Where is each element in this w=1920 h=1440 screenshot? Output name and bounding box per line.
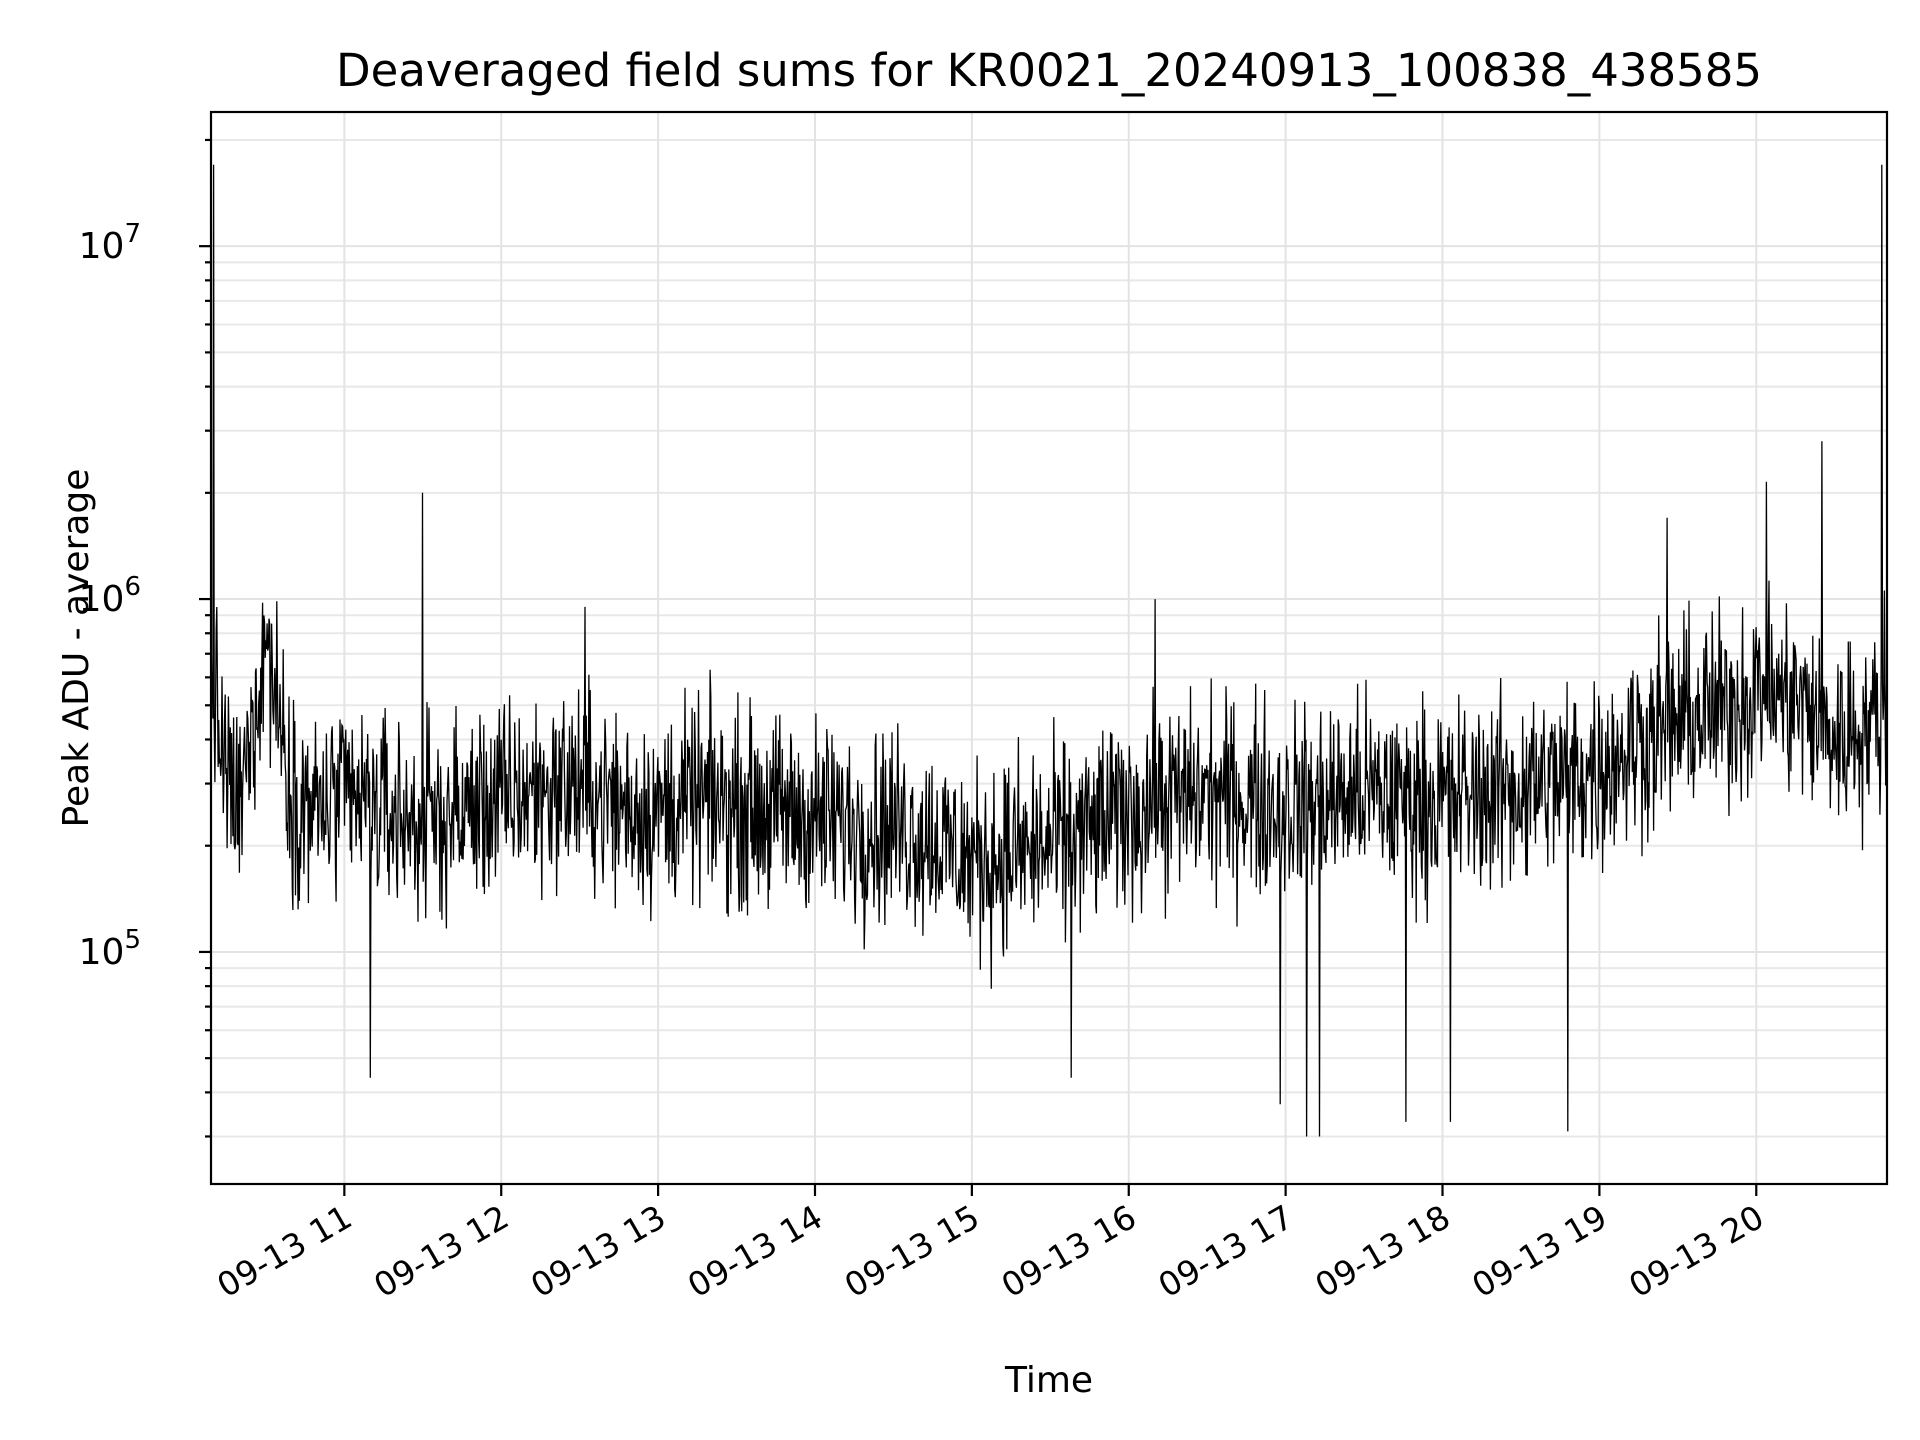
x-tick-label: 09-13 16 [995,1197,1143,1305]
chart-title: Deaveraged field sums for KR0021_2024091… [336,44,1762,97]
x-axis-label: Time [1004,1360,1093,1401]
y-tick-label: 105 [79,925,141,973]
x-tick-label: 09-13 18 [1309,1197,1457,1305]
series-line [210,164,1888,1137]
x-tick-label: 09-13 17 [1152,1197,1300,1305]
y-axis-label: Peak ADU - average [56,469,97,828]
grid [211,112,1887,1184]
x-tick-label: 09-13 20 [1622,1197,1770,1305]
plot-frame [209,110,1889,1186]
x-tick-label: 09-13 19 [1465,1197,1613,1305]
x-tick-label: 09-13 15 [838,1197,986,1305]
x-tick-label: 09-13 13 [524,1197,672,1305]
x-tick-label: 09-13 14 [681,1197,829,1305]
x-tick-label: 09-13 12 [367,1197,515,1305]
x-tick-label: 09-13 11 [210,1197,358,1305]
y-tick-label: 107 [79,219,141,267]
y-tick-label: 106 [79,572,141,620]
